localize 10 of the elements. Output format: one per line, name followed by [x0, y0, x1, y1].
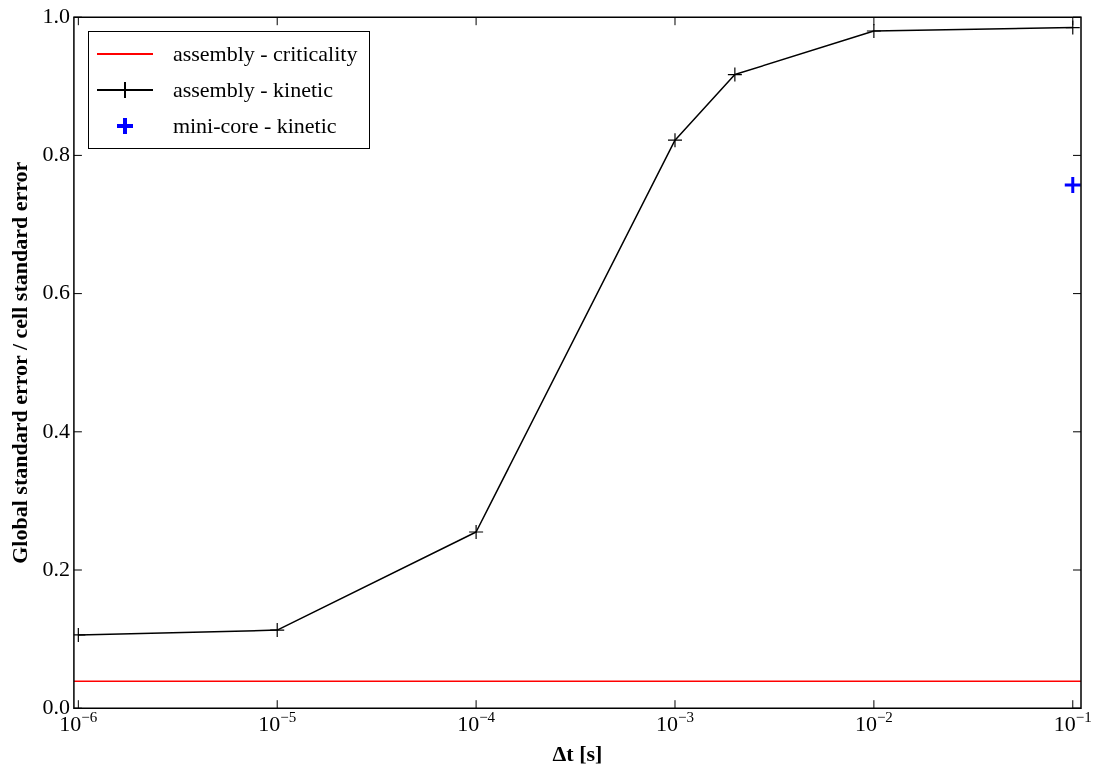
- legend-label: mini-core - kinetic: [172, 113, 337, 140]
- x-axis-title: Δt [s]: [552, 741, 603, 767]
- y-tick-label: 1.0: [42, 2, 70, 28]
- y-tick-label: 0.6: [42, 279, 70, 305]
- y-tick-label: 0.4: [42, 417, 70, 443]
- y-tick-label: 0.2: [42, 555, 70, 581]
- legend-label: assembly - criticality: [172, 41, 358, 68]
- legend-label: assembly - kinetic: [172, 77, 333, 104]
- y-axis-title: Global standard error / cell standard error: [6, 161, 32, 564]
- y-tick-label: 0.8: [42, 141, 70, 167]
